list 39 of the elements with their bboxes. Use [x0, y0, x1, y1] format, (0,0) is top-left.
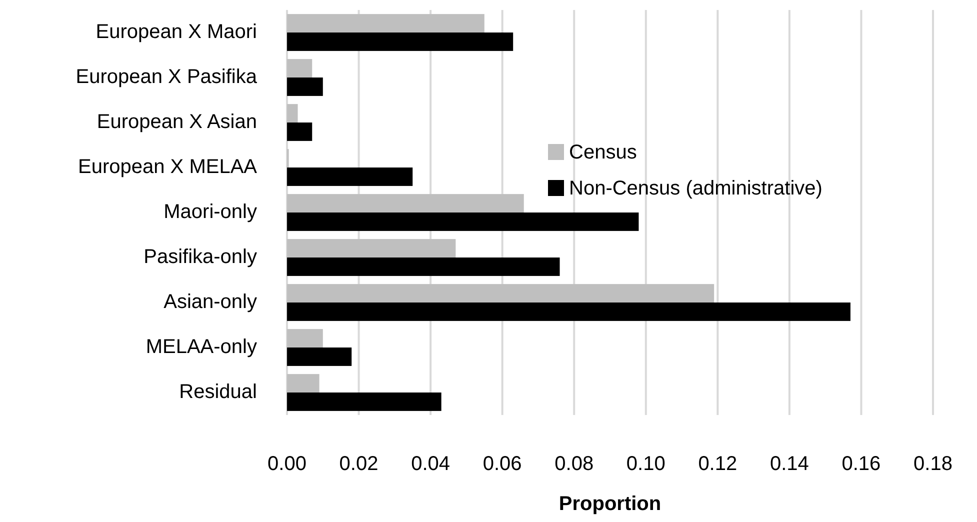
bar [287, 59, 312, 78]
bar [287, 348, 352, 366]
x-tick-label: 0.14 [770, 453, 809, 475]
bar [287, 168, 413, 186]
y-tick-label: MELAA-only [146, 336, 257, 358]
bar [287, 104, 298, 122]
y-tick-label: Pasifika-only [144, 246, 257, 268]
y-tick-label: European X MELAA [78, 156, 258, 178]
x-tick-label: 0.04 [411, 453, 450, 475]
bar [287, 302, 850, 321]
x-tick-label: 0.12 [698, 453, 738, 475]
y-tick-label: European X Asian [96, 110, 257, 133]
bar [287, 329, 323, 348]
y-tick-label: Maori-only [164, 200, 257, 223]
bar [287, 212, 639, 231]
legend-label: Census [569, 141, 637, 164]
x-axis-title: Proportion [558, 493, 662, 515]
y-tick-label: Asian-only [164, 290, 257, 313]
x-tick-label: 0.10 [626, 453, 666, 475]
x-tick-label: 0.02 [339, 453, 378, 475]
bar [287, 14, 484, 32]
bar [287, 32, 514, 51]
x-tick-label: 0.08 [554, 453, 594, 475]
bar [287, 239, 456, 258]
bar [287, 258, 560, 276]
bar [287, 374, 320, 392]
bar [287, 392, 442, 411]
x-tick-label: 0.18 [914, 453, 952, 475]
bar [287, 78, 323, 96]
y-tick-label: Residual [179, 380, 257, 403]
bar [287, 194, 524, 212]
bar [287, 284, 714, 302]
x-tick-label: 0.06 [482, 453, 522, 475]
y-tick-label: European X Pasifika [76, 66, 258, 88]
x-tick-label: 0.16 [842, 453, 881, 475]
legend-label: Non-Census (administrative) [569, 177, 822, 200]
y-tick-label: European X Maori [96, 20, 257, 43]
x-tick-label: 0.00 [268, 453, 306, 475]
bar [287, 122, 312, 141]
